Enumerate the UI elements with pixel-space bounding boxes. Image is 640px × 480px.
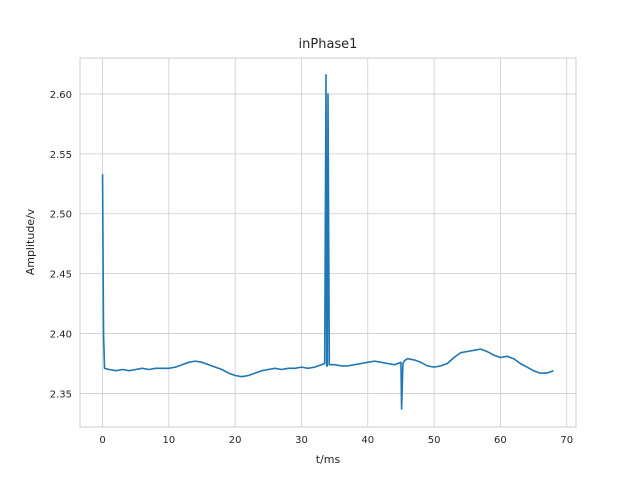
x-tick-label: 60 — [494, 435, 507, 446]
y-axis-label: Amplitude/v — [24, 208, 37, 275]
chart-title: inPhase1 — [299, 37, 358, 52]
y-tick-label: 2.45 — [50, 270, 72, 281]
x-tick-label: 0 — [99, 435, 105, 446]
series-line — [101, 73, 554, 410]
series-layer — [101, 73, 554, 410]
x-tick-label: 20 — [229, 435, 242, 446]
x-axis-label: t/ms — [316, 453, 341, 466]
y-tick-label: 2.35 — [50, 389, 72, 400]
x-tick-label: 50 — [428, 435, 441, 446]
x-tick-label: 70 — [560, 435, 573, 446]
plot-frame — [79, 57, 577, 428]
y-tick-label: 2.55 — [50, 150, 72, 161]
y-tick-label: 2.40 — [50, 330, 72, 341]
tick-labels: 0 10 20 30 40 50 60 70 2.35 2.40 2.45 2.50 2.55 2.60 — [50, 90, 573, 446]
x-tick-label: 10 — [162, 435, 175, 446]
x-tick-label: 40 — [361, 435, 374, 446]
y-tick-label: 2.60 — [50, 90, 72, 101]
y-tick-label: 2.50 — [50, 210, 72, 221]
x-tick-label: 30 — [295, 435, 308, 446]
